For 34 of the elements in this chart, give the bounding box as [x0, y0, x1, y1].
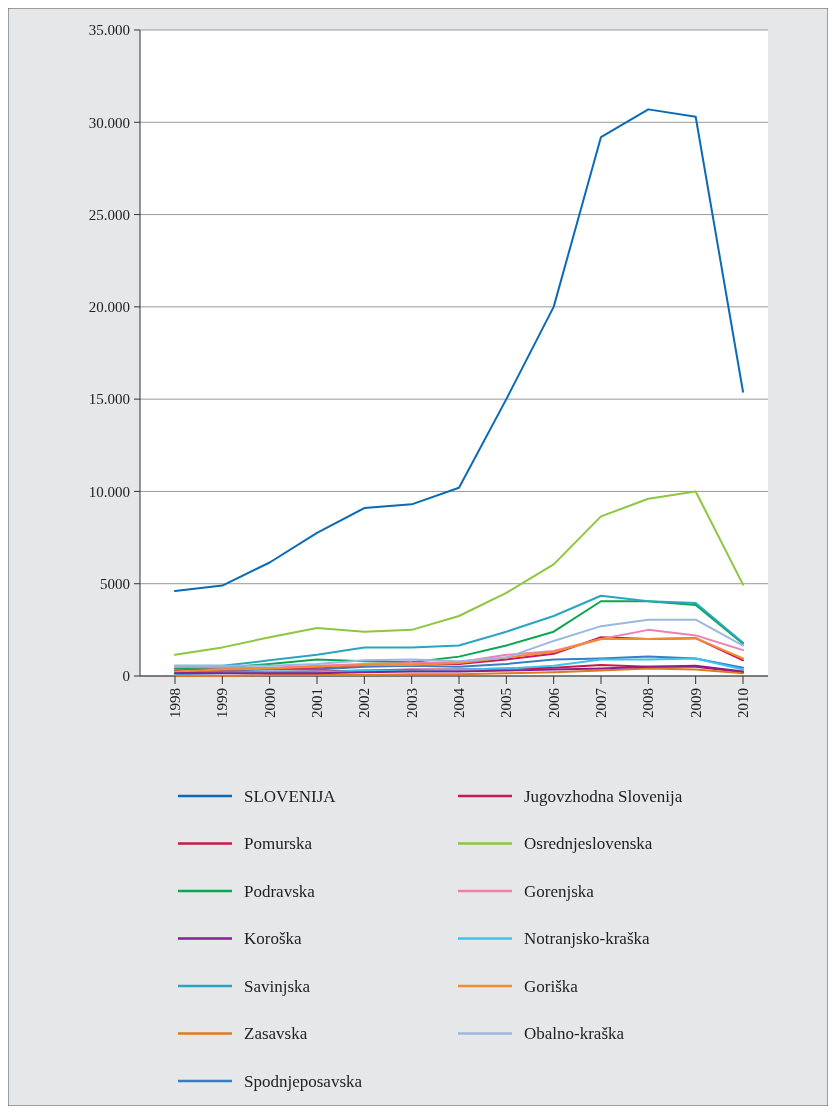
- legend-label: Koroška: [244, 929, 303, 949]
- legend-label: Zasavska: [244, 1024, 308, 1044]
- legend-label: Obalno-kraška: [524, 1024, 625, 1044]
- x-tick-label: 2006: [545, 687, 562, 718]
- x-tick-label: 2003: [403, 688, 420, 718]
- y-tick-label: 30.000: [88, 114, 130, 131]
- legend-label: Goriška: [524, 976, 579, 996]
- y-tick-label: 20.000: [88, 299, 130, 316]
- x-tick-label: 1999: [214, 688, 231, 718]
- y-tick-label: 15.000: [88, 391, 130, 408]
- x-tick-label: 2002: [356, 688, 373, 718]
- x-tick-label: 2008: [640, 688, 657, 718]
- legend-label: Notranjsko-kraška: [524, 929, 651, 949]
- x-tick-label: 2000: [261, 688, 278, 718]
- y-tick-label: 5000: [100, 575, 130, 592]
- legend-label: Osrednjeslovenska: [524, 834, 653, 854]
- legend-label: Spodnjeposavska: [244, 1071, 363, 1091]
- legend-label: Savinjska: [244, 976, 311, 996]
- x-tick-label: 2005: [498, 688, 515, 718]
- x-tick-label: 2010: [735, 688, 751, 718]
- y-tick-label: 25.000: [88, 206, 130, 223]
- legend-label: SLOVENIJA: [244, 786, 337, 806]
- legend-label: Pomurska: [244, 834, 313, 854]
- x-tick-label: 1998: [167, 688, 183, 718]
- y-tick-label: 10.000: [88, 483, 130, 500]
- legend-label: Podravska: [244, 881, 316, 901]
- legend-label: Gorenjska: [524, 881, 595, 901]
- y-tick-label: 0: [122, 668, 130, 685]
- x-tick-label: 2001: [309, 688, 325, 718]
- x-tick-label: 2004: [451, 687, 467, 718]
- x-tick-label: 2009: [687, 688, 704, 718]
- y-tick-label: 35.000: [88, 22, 130, 39]
- legend-label: Jugovzhodna Slovenija: [524, 786, 683, 806]
- x-tick-label: 2007: [593, 687, 609, 718]
